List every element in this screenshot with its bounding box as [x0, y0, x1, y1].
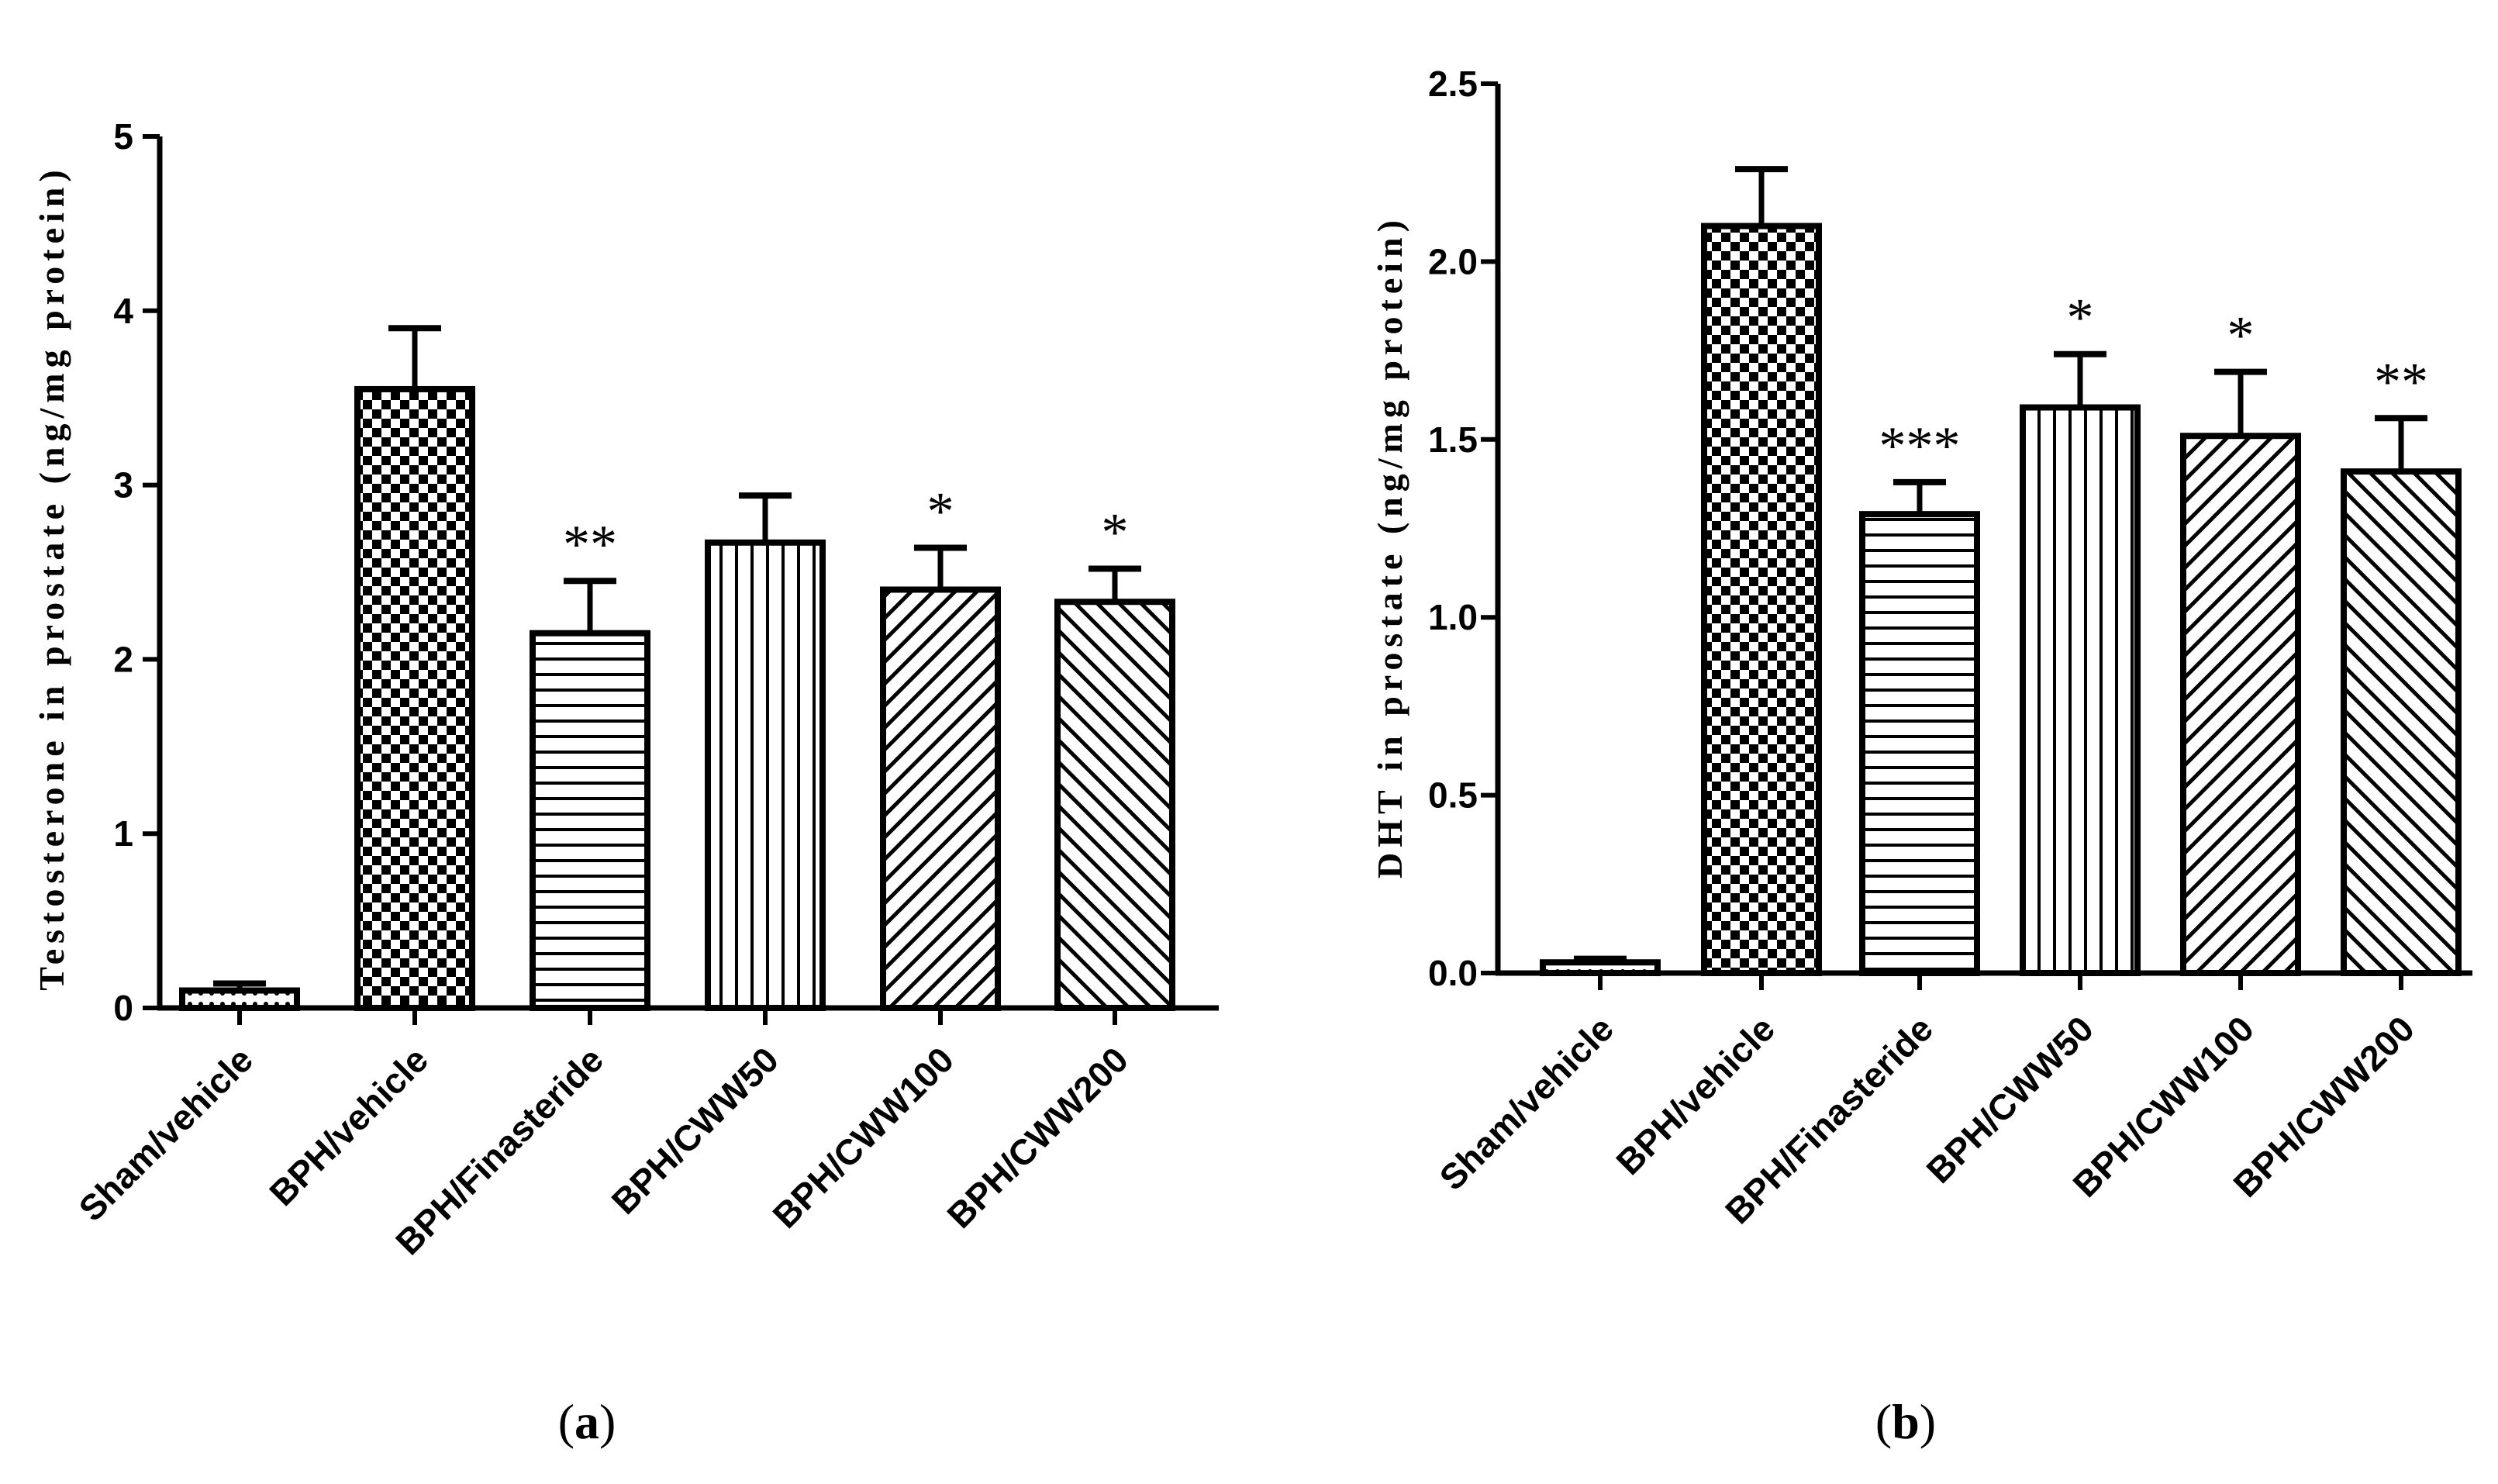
caption-letter: a: [574, 1394, 599, 1449]
bar: [354, 385, 475, 1011]
x-tick-label: Sham/vehicle: [71, 1039, 260, 1229]
significance-marker: *: [927, 482, 954, 542]
x-tick-label: Sham/vehicle: [1431, 1008, 1621, 1198]
significance-marker: *: [2067, 288, 2094, 348]
caption-paren-open: (: [558, 1394, 574, 1449]
significance-marker: *: [2227, 306, 2255, 366]
y-tick-label: 0.5: [1428, 775, 1478, 816]
x-tick-label: BPH/CWW50: [604, 1039, 787, 1222]
bar: [1859, 511, 1980, 976]
bar: [1540, 959, 1661, 976]
x-tick-label: BPH/CWW100: [764, 1039, 961, 1236]
panel-caption: (a): [558, 1394, 616, 1449]
significance-marker: **: [2374, 352, 2428, 412]
significance-marker: **: [563, 515, 617, 575]
y-tick-label: 0.0: [1428, 953, 1478, 993]
y-tick-label: 2.5: [1428, 64, 1478, 104]
y-tick-label: 5: [113, 116, 133, 157]
panel-caption: (b): [1875, 1394, 1936, 1449]
y-axis-title: DHT in prostate (ng/mg protein): [1370, 215, 1409, 878]
bar: [1054, 599, 1175, 1011]
x-tick-label: BPH/vehicle: [261, 1039, 436, 1213]
bar: [2180, 433, 2301, 976]
bar: [880, 586, 1001, 1011]
y-tick-label: 3: [113, 465, 133, 506]
chart-panel-b: 0.0 0.5 1.0 1.5 2.0 2.5 DHT in prostate (ng/mg…: [1370, 64, 2472, 1449]
y-axis-title: Testosterone in prostate (ng/mg protein): [32, 164, 71, 990]
bar: [1701, 223, 1822, 976]
significance-marker: ***: [1879, 416, 1961, 476]
chart-panel-a: 0 1 2 3 4 5 Testosterone in prostate (ng/mg pr…: [32, 116, 1219, 1449]
y-tick-label: 0: [113, 988, 133, 1028]
bar: [705, 539, 826, 1011]
y-tick-label: 1.5: [1428, 419, 1478, 460]
y-tick-label: 1.0: [1428, 597, 1478, 637]
bar: [2341, 468, 2462, 976]
y-tick-label: 2: [113, 639, 133, 679]
significance-marker: *: [1102, 503, 1129, 563]
x-tick-label: BPH/CWW200: [939, 1039, 1136, 1236]
caption-paren-open: (: [1875, 1394, 1892, 1449]
bar: [530, 630, 650, 1011]
y-tick-label: 1: [113, 813, 133, 854]
caption-letter: b: [1892, 1394, 1920, 1449]
bar: [2020, 404, 2141, 976]
bar: [179, 987, 300, 1012]
x-tick-label: BPH/CWW50: [1919, 1008, 2102, 1191]
caption-paren-close: ): [1920, 1394, 1936, 1449]
y-tick-label: 4: [113, 291, 133, 331]
y-tick-label: 2.0: [1428, 241, 1478, 281]
caption-paren-close: ): [599, 1394, 616, 1449]
x-tick-label: BPH/vehicle: [1608, 1008, 1782, 1182]
